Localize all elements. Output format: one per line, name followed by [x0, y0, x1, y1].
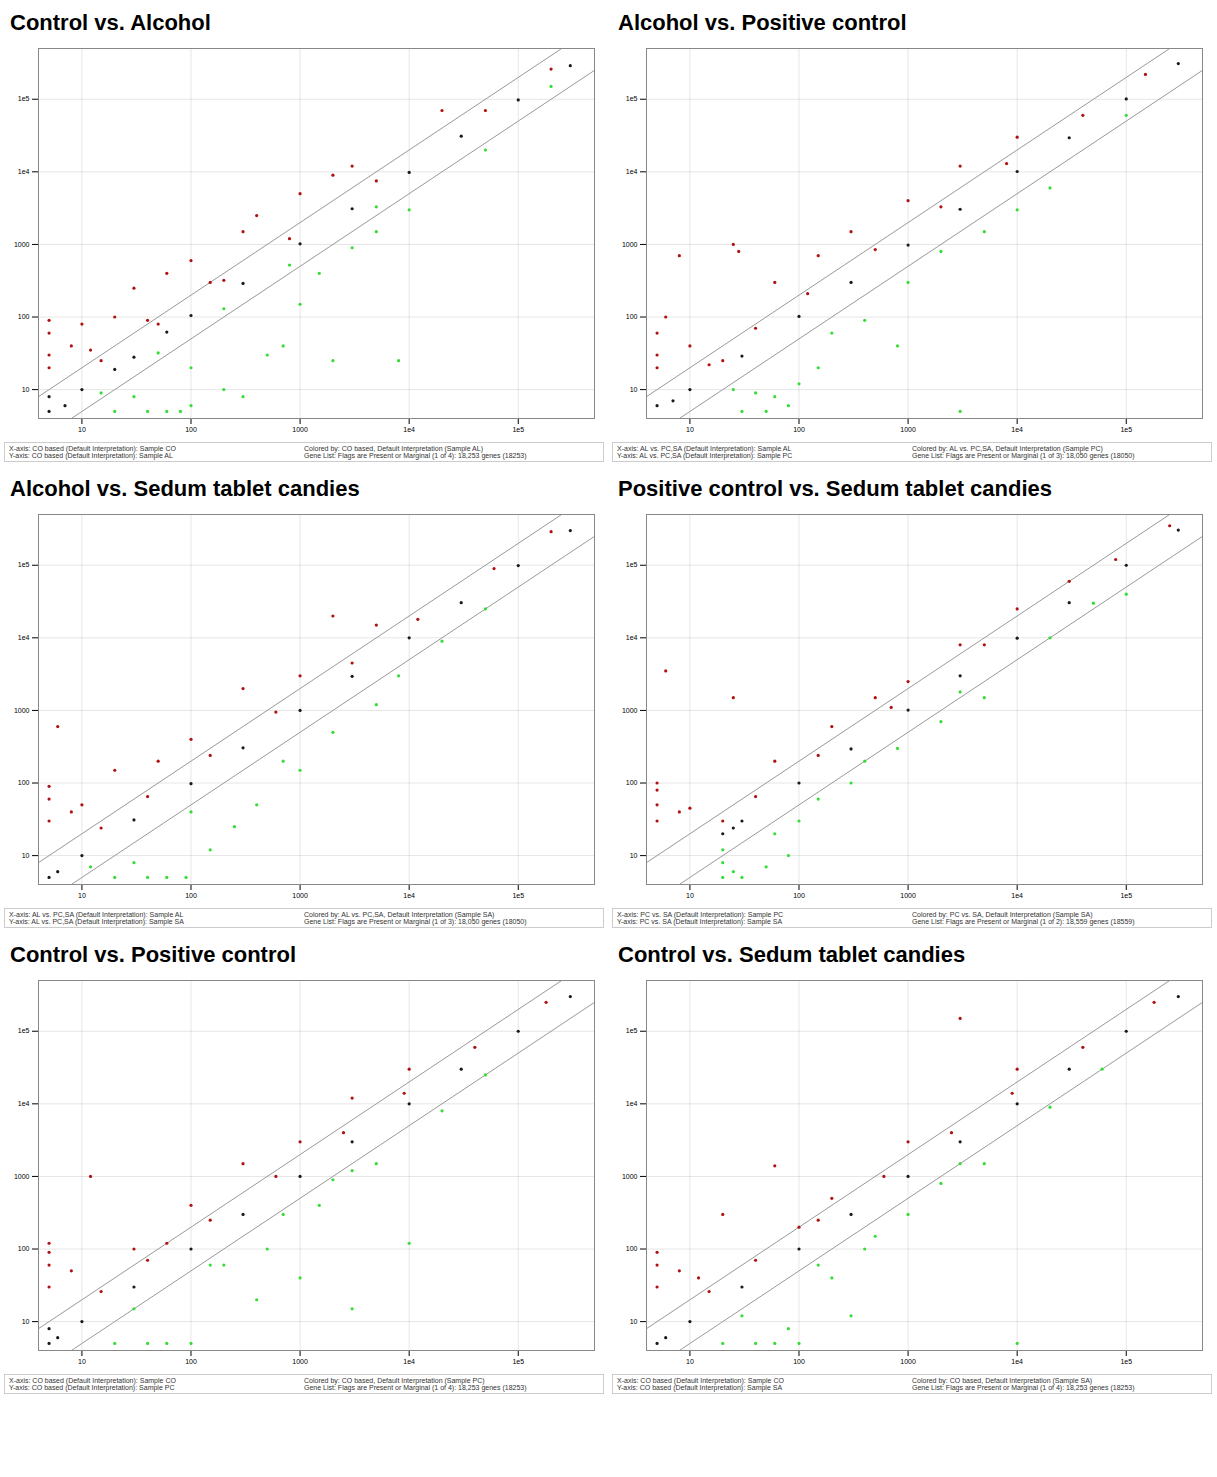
- svg-text:1e5: 1e5: [512, 426, 524, 433]
- svg-text:10: 10: [78, 426, 86, 433]
- svg-text:1e4: 1e4: [403, 1358, 415, 1365]
- html-text:Y-axis: CO based (Default Inte: Y-axis: CO based (Default Interpretation…: [9, 1384, 175, 1391]
- svg-text:1e5: 1e5: [512, 892, 524, 899]
- html-text:Y-axis: PC vs. SA (Default Int: Y-axis: PC vs. SA (Default Interpretatio…: [617, 918, 783, 925]
- svg-text:1000: 1000: [292, 426, 308, 433]
- svg-text:100: 100: [793, 892, 805, 899]
- svg-text:100: 100: [185, 892, 197, 899]
- html-text:Positive control vs. Sedum tab: Positive control vs. Sedum tablet candie…: [618, 476, 1052, 501]
- html-text:Control vs. Positive control: Control vs. Positive control: [10, 942, 296, 967]
- html-text:Gene List: Flags are Present o: Gene List: Flags are Present or Marginal…: [304, 1384, 527, 1391]
- svg-text:10: 10: [630, 1318, 638, 1325]
- svg-text:1e4: 1e4: [1011, 1358, 1023, 1365]
- html-text:Alcohol vs. Positive control: Alcohol vs. Positive control: [618, 10, 907, 35]
- html-text:Alcohol vs. Sedum tablet candi: Alcohol vs. Sedum tablet candies: [10, 476, 360, 501]
- svg-text:100: 100: [626, 1245, 638, 1252]
- html-text:Gene List: Flags are Present o: Gene List: Flags are Present or Marginal…: [304, 918, 527, 925]
- svg-text:1e4: 1e4: [626, 634, 638, 641]
- html-text:Colored by: CO based, Default: Colored by: CO based, Default Interpreta…: [304, 445, 483, 452]
- svg-text:10: 10: [686, 1358, 694, 1365]
- svg-text:100: 100: [18, 1245, 30, 1252]
- html-text:Gene List: Flags are Present o: Gene List: Flags are Present or Marginal…: [304, 452, 527, 459]
- html-text:Colored by: CO based, Default: Colored by: CO based, Default Interpreta…: [912, 1377, 1093, 1384]
- svg-text:1e5: 1e5: [1120, 892, 1132, 899]
- svg-text:100: 100: [18, 779, 30, 786]
- svg-text:100: 100: [626, 313, 638, 320]
- svg-text:1000: 1000: [900, 1358, 916, 1365]
- html-text:Y-axis: AL vs. PC,SA (Default: Y-axis: AL vs. PC,SA (Default Interpreta…: [9, 918, 184, 925]
- svg-text:1000: 1000: [900, 892, 916, 899]
- html-text:Colored by: AL vs. PC,SA, Defa: Colored by: AL vs. PC,SA, Default Interp…: [912, 445, 1103, 452]
- html-text:Colored by: CO based, Default: Colored by: CO based, Default Interpreta…: [304, 1377, 485, 1384]
- svg-text:1e4: 1e4: [18, 1100, 30, 1107]
- svg-text:1000: 1000: [900, 426, 916, 433]
- svg-text:10: 10: [630, 852, 638, 859]
- svg-text:1e5: 1e5: [18, 95, 30, 102]
- svg-text:1e5: 1e5: [1120, 426, 1132, 433]
- svg-text:1e4: 1e4: [1011, 426, 1023, 433]
- html-text:Y-axis: CO based (Default Inte: Y-axis: CO based (Default Interpretation…: [617, 1384, 783, 1391]
- svg-text:10: 10: [686, 892, 694, 899]
- svg-text:10: 10: [78, 892, 86, 899]
- svg-text:1e4: 1e4: [18, 168, 30, 175]
- svg-text:100: 100: [18, 313, 30, 320]
- svg-text:1e4: 1e4: [403, 426, 415, 433]
- svg-text:1e4: 1e4: [1011, 892, 1023, 899]
- svg-text:10: 10: [22, 852, 30, 859]
- svg-text:1e5: 1e5: [626, 561, 638, 568]
- svg-text:1e4: 1e4: [626, 1100, 638, 1107]
- svg-text:1000: 1000: [622, 707, 638, 714]
- svg-text:10: 10: [630, 386, 638, 393]
- html-text:X-axis: AL vs. PC,SA (Default: X-axis: AL vs. PC,SA (Default Interpreta…: [617, 445, 792, 452]
- svg-text:10: 10: [22, 386, 30, 393]
- svg-text:1e5: 1e5: [626, 95, 638, 102]
- svg-text:1e5: 1e5: [626, 1027, 638, 1034]
- html-text:X-axis: PC vs. SA (Default Int: X-axis: PC vs. SA (Default Interpretatio…: [617, 911, 784, 918]
- html-text:X-axis: AL vs. PC,SA (Default: X-axis: AL vs. PC,SA (Default Interpreta…: [9, 911, 184, 918]
- html-text:Control vs. Alcohol: Control vs. Alcohol: [10, 10, 211, 35]
- svg-text:10: 10: [78, 1358, 86, 1365]
- svg-text:100: 100: [793, 426, 805, 433]
- svg-text:1000: 1000: [14, 241, 30, 248]
- svg-text:1e5: 1e5: [18, 1027, 30, 1034]
- svg-text:100: 100: [185, 426, 197, 433]
- svg-text:1000: 1000: [622, 1173, 638, 1180]
- html-text:X-axis: CO based (Default Inte: X-axis: CO based (Default Interpretation…: [9, 445, 176, 452]
- html-text:Gene List: Flags are Present o: Gene List: Flags are Present or Marginal…: [912, 918, 1135, 925]
- svg-text:1e5: 1e5: [18, 561, 30, 568]
- svg-text:1000: 1000: [622, 241, 638, 248]
- svg-text:1e4: 1e4: [18, 634, 30, 641]
- svg-text:10: 10: [686, 426, 694, 433]
- html-text:Colored by: AL vs. PC,SA, Defa: Colored by: AL vs. PC,SA, Default Interp…: [304, 911, 495, 918]
- svg-text:1e4: 1e4: [403, 892, 415, 899]
- html-text:Colored by: PC vs. SA, Default: Colored by: PC vs. SA, Default Interpret…: [912, 911, 1093, 918]
- svg-text:1e5: 1e5: [512, 1358, 524, 1365]
- svg-text:100: 100: [185, 1358, 197, 1365]
- html-text:Control vs. Sedum tablet candi: Control vs. Sedum tablet candies: [618, 942, 966, 967]
- svg-text:100: 100: [626, 779, 638, 786]
- html-text:Gene List: Flags are Present o: Gene List: Flags are Present or Marginal…: [912, 1384, 1135, 1391]
- svg-text:1e4: 1e4: [626, 168, 638, 175]
- svg-text:1000: 1000: [14, 1173, 30, 1180]
- html-text:Y-axis: AL vs. PC,SA (Default: Y-axis: AL vs. PC,SA (Default Interpreta…: [617, 452, 793, 459]
- svg-text:1000: 1000: [14, 707, 30, 714]
- html-text:Y-axis: CO based (Default Inte: Y-axis: CO based (Default Interpretation…: [9, 452, 173, 459]
- svg-text:100: 100: [793, 1358, 805, 1365]
- svg-text:1e5: 1e5: [1120, 1358, 1132, 1365]
- svg-text:1000: 1000: [292, 1358, 308, 1365]
- svg-text:10: 10: [22, 1318, 30, 1325]
- svg-text:1000: 1000: [292, 892, 308, 899]
- html-text:X-axis: CO based (Default Inte: X-axis: CO based (Default Interpretation…: [617, 1377, 784, 1384]
- html-text:Gene List: Flags are Present o: Gene List: Flags are Present or Marginal…: [912, 452, 1135, 459]
- html-text:X-axis: CO based (Default Inte: X-axis: CO based (Default Interpretation…: [9, 1377, 176, 1384]
